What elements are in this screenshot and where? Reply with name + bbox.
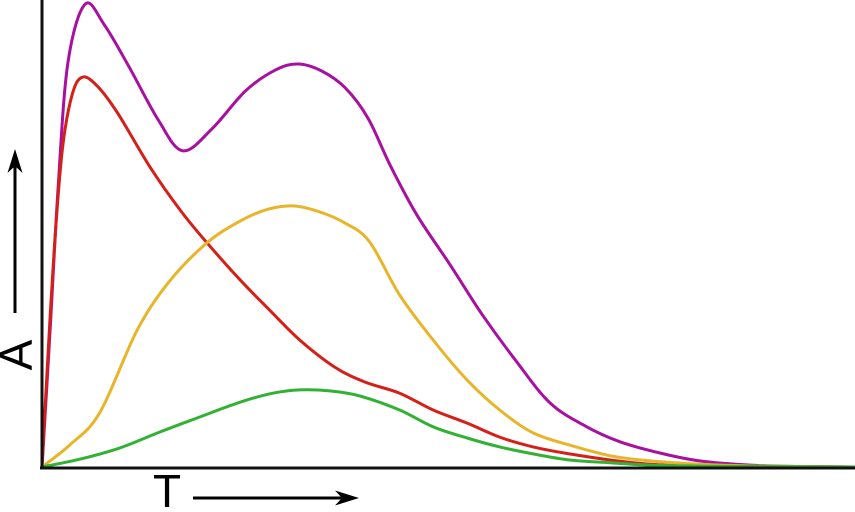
series-curves xyxy=(40,1,855,469)
series-green-curve xyxy=(40,388,855,469)
right-arrow-icon xyxy=(193,490,359,506)
y-axis-label: A xyxy=(0,330,42,380)
series-yellow-curve xyxy=(40,204,855,469)
series-red-curve xyxy=(40,75,855,469)
series-purple-curve xyxy=(40,1,855,469)
x-axis-label: T xyxy=(152,465,182,512)
up-arrow-icon xyxy=(7,149,23,313)
